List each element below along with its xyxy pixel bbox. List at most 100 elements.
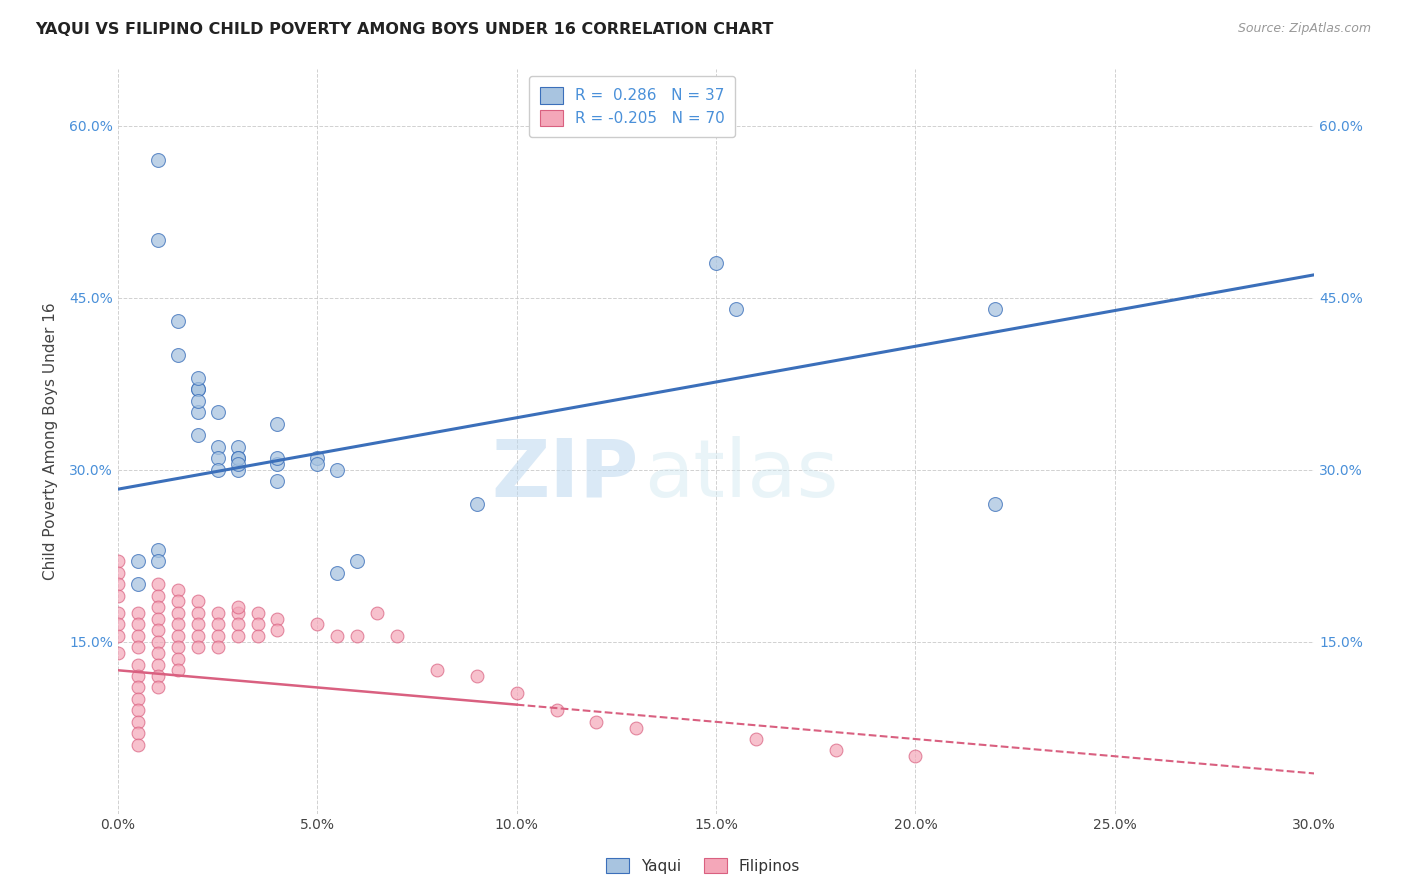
- Point: [585, 714, 607, 729]
- Point: [166, 314, 188, 328]
- Point: [226, 463, 249, 477]
- Point: [226, 600, 249, 615]
- Point: [146, 600, 169, 615]
- Point: [107, 554, 129, 568]
- Point: [307, 617, 329, 632]
- Point: [187, 393, 209, 408]
- Point: [207, 405, 229, 419]
- Point: [366, 606, 388, 620]
- Point: [326, 629, 349, 643]
- Point: [146, 612, 169, 626]
- Point: [465, 497, 488, 511]
- Point: [127, 617, 149, 632]
- Text: atlas: atlas: [644, 435, 838, 514]
- Point: [626, 721, 648, 735]
- Point: [745, 732, 768, 747]
- Point: [166, 606, 188, 620]
- Point: [146, 234, 169, 248]
- Text: YAQUI VS FILIPINO CHILD POVERTY AMONG BOYS UNDER 16 CORRELATION CHART: YAQUI VS FILIPINO CHILD POVERTY AMONG BO…: [35, 22, 773, 37]
- Point: [146, 657, 169, 672]
- Point: [187, 640, 209, 655]
- Point: [146, 577, 169, 591]
- Point: [207, 629, 229, 643]
- Point: [246, 629, 269, 643]
- Point: [505, 686, 527, 700]
- Point: [187, 594, 209, 608]
- Point: [326, 566, 349, 580]
- Point: [326, 463, 349, 477]
- Point: [307, 451, 329, 466]
- Point: [146, 623, 169, 637]
- Point: [107, 617, 129, 632]
- Point: [266, 417, 288, 431]
- Point: [385, 629, 408, 643]
- Point: [207, 440, 229, 454]
- Point: [127, 738, 149, 752]
- Point: [166, 663, 188, 677]
- Point: [127, 657, 149, 672]
- Point: [546, 703, 568, 717]
- Point: [187, 383, 209, 397]
- Point: [107, 629, 129, 643]
- Point: [824, 743, 846, 757]
- Point: [146, 669, 169, 683]
- Point: [465, 669, 488, 683]
- Point: [207, 617, 229, 632]
- Point: [266, 623, 288, 637]
- Point: [984, 302, 1007, 317]
- Legend: R =  0.286   N = 37, R = -0.205   N = 70: R = 0.286 N = 37, R = -0.205 N = 70: [529, 76, 735, 137]
- Text: ZIP: ZIP: [491, 435, 638, 514]
- Point: [266, 612, 288, 626]
- Point: [187, 371, 209, 385]
- Point: [984, 497, 1007, 511]
- Point: [127, 554, 149, 568]
- Point: [207, 640, 229, 655]
- Point: [187, 428, 209, 442]
- Point: [146, 542, 169, 557]
- Point: [226, 606, 249, 620]
- Point: [187, 383, 209, 397]
- Point: [226, 629, 249, 643]
- Text: Source: ZipAtlas.com: Source: ZipAtlas.com: [1237, 22, 1371, 36]
- Point: [127, 606, 149, 620]
- Point: [107, 606, 129, 620]
- Point: [107, 566, 129, 580]
- Legend: Yaqui, Filipinos: Yaqui, Filipinos: [599, 852, 807, 880]
- Point: [266, 451, 288, 466]
- Point: [146, 554, 169, 568]
- Point: [107, 646, 129, 660]
- Point: [226, 451, 249, 466]
- Point: [127, 629, 149, 643]
- Point: [107, 589, 129, 603]
- Point: [207, 451, 229, 466]
- Point: [146, 646, 169, 660]
- Point: [166, 582, 188, 597]
- Point: [127, 714, 149, 729]
- Point: [226, 440, 249, 454]
- Point: [246, 606, 269, 620]
- Point: [127, 703, 149, 717]
- Point: [166, 652, 188, 666]
- Point: [346, 629, 368, 643]
- Point: [426, 663, 449, 677]
- Point: [127, 692, 149, 706]
- Point: [146, 634, 169, 648]
- Point: [187, 617, 209, 632]
- Point: [187, 629, 209, 643]
- Point: [226, 457, 249, 471]
- Point: [166, 594, 188, 608]
- Point: [127, 681, 149, 695]
- Point: [127, 669, 149, 683]
- Point: [107, 577, 129, 591]
- Point: [904, 749, 927, 764]
- Point: [266, 474, 288, 488]
- Point: [246, 617, 269, 632]
- Point: [127, 577, 149, 591]
- Point: [226, 451, 249, 466]
- Point: [166, 629, 188, 643]
- Point: [187, 606, 209, 620]
- Point: [146, 589, 169, 603]
- Point: [146, 681, 169, 695]
- Point: [207, 463, 229, 477]
- Point: [226, 617, 249, 632]
